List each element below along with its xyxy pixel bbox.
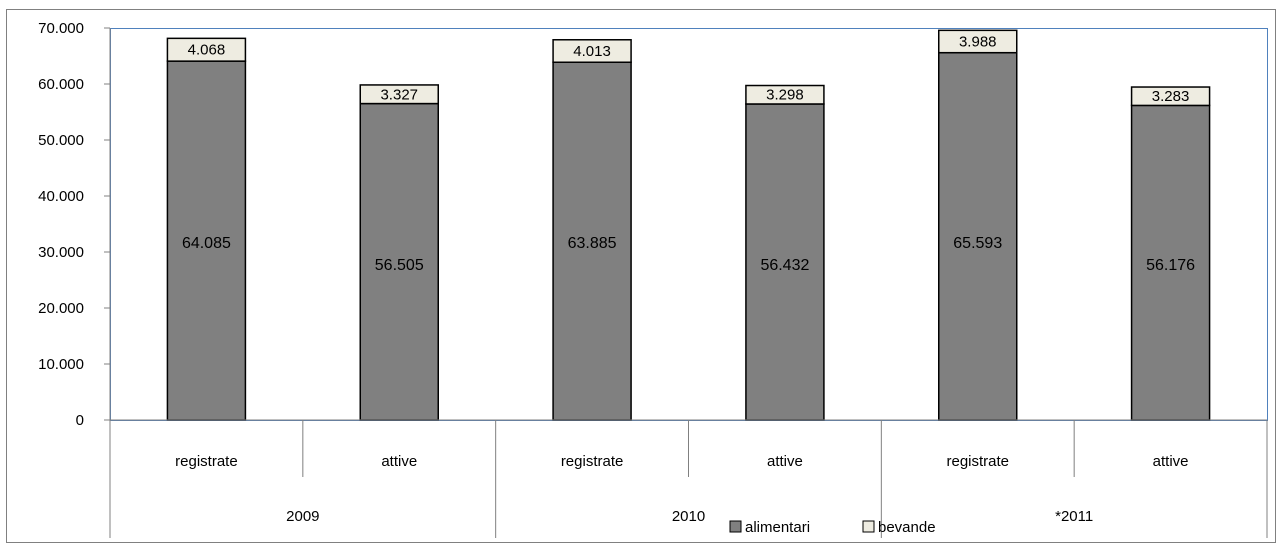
x-category-label: attive: [767, 453, 803, 470]
x-category-label: registrate: [175, 453, 238, 470]
y-tick-label: 30.000: [38, 244, 84, 261]
y-tick-label: 50.000: [38, 132, 84, 149]
data-label-alimentari: 56.432: [760, 257, 809, 274]
y-tick-label: 20.000: [38, 300, 84, 317]
data-label-bevande: 3.327: [380, 86, 418, 103]
bar-segment-alimentari: [552, 61, 632, 421]
bar-segment-alimentari: [359, 102, 439, 421]
data-label-alimentari: 63.885: [568, 235, 617, 252]
chart-outer-border: [6, 9, 1276, 543]
legend-label-bevande: bevande: [878, 519, 936, 536]
bar-segment-bevande: [745, 84, 825, 105]
x-group-label: *2011: [1055, 508, 1093, 525]
bar-segment-bevande: [359, 84, 439, 105]
x-group-label: 2010: [672, 508, 705, 525]
y-tick-label: 0: [76, 412, 84, 429]
bars: 64.085 4.068 56.505 3.327 63.885 4.013 56.432 3…: [166, 29, 1211, 421]
legend-label-alimentari: alimentari: [745, 519, 810, 536]
bar-segment-bevande: [1130, 86, 1211, 107]
y-tick-label: 70.000: [38, 20, 84, 37]
y-tick-label: 40.000: [38, 188, 84, 205]
data-label-bevande: 3.988: [959, 34, 997, 51]
bar-segment-bevande: [552, 39, 632, 63]
data-label-alimentari: 65.593: [953, 235, 1002, 252]
y-tick-label: 60.000: [38, 76, 84, 93]
data-label-alimentari: 56.505: [375, 257, 424, 274]
x-category-label: attive: [381, 453, 417, 470]
data-label-alimentari: 56.176: [1146, 257, 1195, 274]
bar-segment-alimentari: [1130, 104, 1211, 421]
x-category-label: attive: [1153, 453, 1189, 470]
y-tick-label: 10.000: [38, 356, 84, 373]
y-axis: 0 10.000 20.000 30.000 40.000 50.000 60.000 70.…: [38, 20, 111, 429]
legend-swatch-alimentari: [729, 520, 742, 533]
data-label-bevande: 3.298: [766, 87, 804, 104]
legend-swatch-bevande: [862, 520, 875, 533]
x-axis: registrate attive registrate attive registra…: [109, 419, 1268, 538]
data-label-alimentari: 64.085: [182, 235, 231, 252]
legend: alimentari bevande: [729, 519, 936, 536]
bar-segment-bevande: [938, 29, 1018, 54]
x-category-label: registrate: [946, 453, 1009, 470]
bar-segment-alimentari: [938, 51, 1018, 421]
bar-segment-bevande: [166, 37, 247, 62]
data-label-bevande: 4.013: [573, 43, 611, 60]
data-label-bevande: 4.068: [188, 42, 226, 59]
x-category-label: registrate: [561, 453, 624, 470]
bar-segment-alimentari: [745, 103, 825, 421]
data-label-bevande: 3.283: [1152, 88, 1190, 105]
x-group-label: 2009: [286, 508, 319, 525]
